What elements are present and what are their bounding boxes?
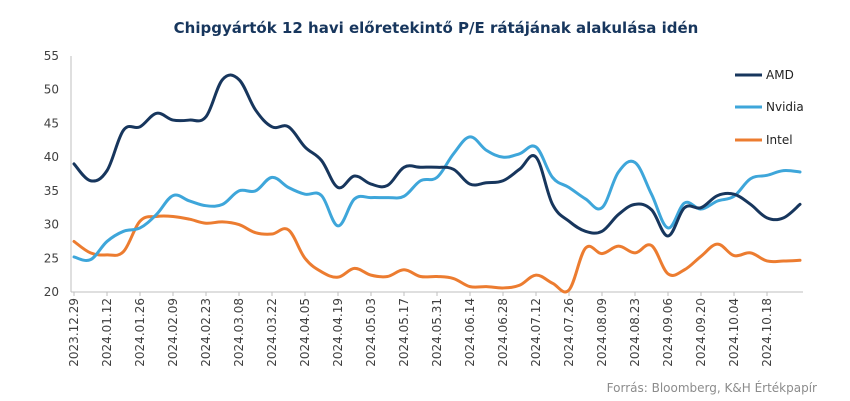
x-tick-label: 2024.04.05 <box>298 298 312 367</box>
x-tick-label: 2024.02.09 <box>166 298 180 367</box>
x-tick-label: 2024.05.03 <box>364 298 378 367</box>
y-tick-label: 50 <box>44 83 59 97</box>
legend-label-intel: Intel <box>766 133 793 147</box>
chart-title: Chipgyártók 12 havi előretekintő P/E rát… <box>174 19 699 37</box>
x-tick-label: 2024.06.14 <box>463 298 477 367</box>
x-tick-label: 2024.06.28 <box>496 298 510 367</box>
x-tick-label: 2024.10.04 <box>727 298 741 367</box>
legend-label-amd: AMD <box>766 68 794 82</box>
x-tick-label: 2024.08.23 <box>628 298 642 367</box>
y-tick-label: 45 <box>44 116 59 130</box>
x-tick-label: 2024.04.19 <box>331 298 345 367</box>
x-tick-label: 2024.05.31 <box>430 298 444 367</box>
y-axis-ticks: 20 25 30 35 40 45 50 55 <box>44 49 59 299</box>
series-lines <box>72 73 802 294</box>
x-tick-label: 2024.05.17 <box>397 298 411 367</box>
x-tick-label: 2024.01.12 <box>100 298 114 367</box>
x-tick-label: 2024.01.26 <box>133 298 147 367</box>
y-tick-label: 20 <box>44 285 59 299</box>
y-tick-label: 25 <box>44 251 59 265</box>
x-tick-label: 2024.07.12 <box>529 298 543 367</box>
x-tick-label: 2024.09.20 <box>694 298 708 367</box>
x-tick-label: 2024.07.26 <box>562 298 576 367</box>
x-tick-label: 2024.03.22 <box>265 298 279 367</box>
x-tick-label: 2023.12.29 <box>67 298 81 367</box>
x-tick-label: 2024.03.08 <box>232 298 246 367</box>
x-tick-label: 2024.10.18 <box>760 298 774 367</box>
x-axis-ticks: 2023.12.29 2024.01.12 2024.01.26 2024.02.09… <box>67 292 774 367</box>
x-tick-label: 2024.02.23 <box>199 298 213 367</box>
x-tick-label: 2024.09.06 <box>661 298 675 367</box>
y-tick-label: 40 <box>44 150 59 164</box>
series-line-intel <box>72 214 802 294</box>
x-tick-label: 2024.08.09 <box>595 298 609 367</box>
y-tick-label: 35 <box>44 184 59 198</box>
source-note: Forrás: Bloomberg, K&H Értékpapír <box>607 380 817 395</box>
legend-label-nvidia: Nvidia <box>766 100 804 114</box>
series-line-nvidia <box>72 135 802 262</box>
y-tick-label: 30 <box>44 218 59 232</box>
series-line-amd <box>72 73 802 238</box>
legend: AMD Nvidia Intel <box>735 68 804 147</box>
y-tick-label: 55 <box>44 49 59 63</box>
